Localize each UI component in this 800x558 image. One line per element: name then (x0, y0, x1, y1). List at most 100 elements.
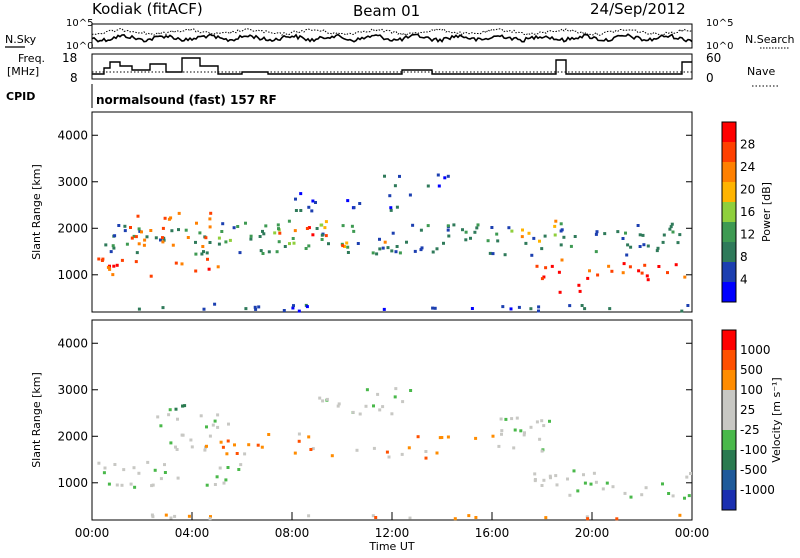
colorbar-tick-label: 25 (740, 403, 755, 417)
data-cell (216, 425, 220, 429)
time-x-ticks: 00:00 04:00 08:00 12:00 16:00 20:00 00:00 (75, 512, 709, 540)
data-cell (562, 235, 566, 239)
data-cell (235, 452, 239, 455)
colorbar-tick-label: 8 (740, 250, 748, 264)
data-cell (603, 232, 607, 236)
data-cell (601, 487, 605, 491)
data-cell (218, 466, 222, 470)
data-cell (208, 225, 212, 229)
data-cell (283, 245, 287, 248)
data-cell (389, 206, 393, 210)
data-cell (676, 241, 680, 245)
power-y-axis-label: Slant Range [km] (30, 164, 43, 260)
data-cell (507, 226, 511, 230)
data-cell (542, 478, 546, 482)
colorbar-segment (722, 162, 736, 183)
data-cell (261, 252, 265, 255)
data-cell (671, 494, 675, 498)
data-cell (176, 476, 180, 480)
y-tick-label: 4000 (57, 336, 88, 350)
data-cell (208, 434, 212, 438)
data-cell (641, 233, 645, 237)
data-cell (320, 238, 324, 241)
data-cell (544, 516, 548, 520)
data-cell (309, 448, 313, 451)
nsearch-series-line (91, 28, 693, 37)
data-cell (638, 245, 642, 248)
data-cell (497, 444, 501, 448)
data-cell (307, 514, 311, 518)
data-cell (503, 253, 507, 257)
data-cell (442, 241, 445, 245)
data-cell (129, 482, 133, 486)
data-cell (400, 452, 404, 456)
data-cell (638, 233, 642, 237)
data-cell (372, 404, 375, 408)
data-cell (168, 408, 172, 412)
data-cell (529, 425, 533, 429)
x-tick-label: 00:00 (75, 526, 110, 540)
data-cell (180, 262, 184, 266)
colorbar-tick-label: 24 (740, 160, 755, 174)
data-cell (287, 219, 291, 223)
data-cell (605, 481, 609, 485)
data-cell (381, 246, 385, 250)
data-cell (474, 516, 478, 519)
data-cell (401, 400, 405, 404)
data-cell (346, 199, 350, 203)
data-cell (169, 441, 173, 445)
data-cell (424, 450, 428, 453)
data-cell (491, 252, 495, 256)
data-cell (319, 223, 323, 227)
data-cell (464, 238, 468, 242)
data-cell (217, 242, 221, 246)
data-cell (407, 446, 411, 450)
data-cell (293, 229, 297, 233)
data-cell (137, 227, 141, 231)
data-cell (194, 240, 197, 244)
data-cell (496, 239, 500, 243)
x-tick-label: 20:00 (575, 526, 610, 540)
data-cell (537, 309, 540, 313)
data-cell (576, 489, 580, 493)
colorbar-tick-label: -25 (740, 423, 760, 437)
data-cell (520, 235, 524, 239)
data-cell (224, 240, 228, 244)
data-cell (181, 404, 185, 408)
data-cell (153, 468, 157, 472)
y-tick-label: 4000 (57, 128, 88, 142)
data-cell (500, 429, 504, 433)
data-cell (249, 237, 253, 241)
data-cell (341, 244, 345, 248)
data-cell (424, 456, 428, 460)
y-tick-label: 1000 (57, 476, 88, 490)
data-cell (623, 491, 627, 495)
data-cell (643, 263, 647, 267)
data-cell (181, 433, 185, 437)
colorbar-tick-label: -100 (740, 443, 767, 457)
x-tick-label: 12:00 (375, 526, 410, 540)
data-cell (523, 431, 526, 435)
data-cell (666, 271, 669, 275)
data-cell (102, 471, 106, 475)
data-cell (222, 481, 226, 485)
power-y-ticks: 1000 2000 3000 4000 (57, 128, 692, 282)
nsky-series-line (91, 33, 693, 43)
data-cell (122, 468, 126, 472)
colorbar-segment (722, 330, 736, 351)
data-cell (228, 238, 232, 242)
data-cell (381, 405, 385, 409)
data-cell (167, 413, 171, 417)
power-colorbar: 28 24 20 16 12 8 4 (721, 121, 755, 303)
data-cell (170, 229, 174, 233)
data-cell (500, 432, 503, 436)
data-cell (568, 304, 572, 308)
data-cell (517, 305, 521, 309)
colorbar-frame (721, 121, 737, 303)
data-cell (358, 412, 362, 416)
colorbar-segment (722, 430, 736, 451)
data-cell (390, 412, 394, 416)
colorbar-segment (722, 122, 736, 143)
data-cell (446, 228, 450, 232)
